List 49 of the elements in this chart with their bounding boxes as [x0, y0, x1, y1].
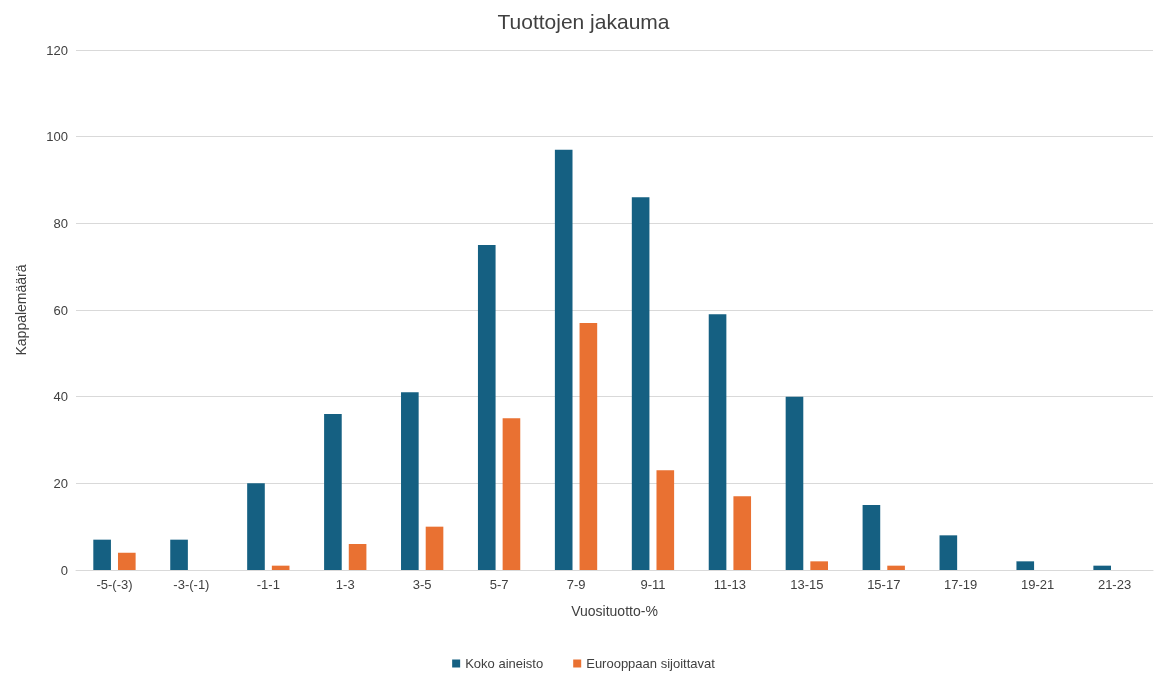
bar: [939, 535, 958, 570]
bar: [708, 314, 727, 570]
y-tick-label: 60: [53, 302, 68, 318]
bar: [733, 496, 752, 570]
bar: [887, 565, 905, 570]
x-tick-label: 19-21: [1020, 577, 1055, 592]
x-tick-label: -3-(-1): [173, 577, 210, 592]
bar: [631, 197, 650, 570]
x-tick-label: 9-11: [640, 577, 666, 592]
bar: [810, 561, 828, 570]
x-tick-label: 3-5: [412, 577, 432, 592]
y-tick-label: 120: [46, 42, 68, 58]
x-tick-label: 15-17: [867, 577, 901, 592]
y-tick-label: 100: [46, 129, 68, 145]
x-tick-label: 21-23: [1097, 577, 1132, 592]
bar: [425, 526, 444, 570]
x-tick-label: 13-15: [790, 577, 824, 592]
y-tick-label: 40: [53, 389, 68, 405]
bar: [502, 418, 521, 570]
bar: [117, 552, 136, 570]
x-tick-label: 5-7: [489, 577, 509, 592]
x-tick-label: 17-19: [944, 577, 978, 592]
y-tick-label: 0: [60, 562, 68, 578]
bar: [401, 392, 419, 570]
y-tick-label: 20: [53, 475, 68, 491]
x-tick-label: 7-9: [566, 577, 586, 592]
bar: [1016, 561, 1035, 570]
x-tick-label: 11-13: [713, 577, 747, 592]
bar: [656, 470, 675, 570]
bar: [324, 414, 342, 570]
bar: [579, 323, 598, 570]
chart-title: Tuottojen jakauma: [497, 10, 670, 33]
bar: [170, 539, 188, 570]
bar: [1093, 565, 1112, 570]
bar: [247, 483, 265, 570]
x-tick-label: 1-3: [335, 577, 355, 592]
y-tick-label: 80: [53, 215, 68, 231]
y-axis-title: Kappalemäärä: [13, 264, 29, 356]
bar: [348, 544, 367, 570]
bar: [477, 245, 496, 570]
bar: [862, 505, 881, 570]
bar: [785, 396, 804, 570]
x-axis-title: Vuosituotto-%: [571, 603, 658, 619]
bar: [554, 149, 573, 570]
legend-label: Eurooppaan sijoittavat: [586, 656, 716, 671]
legend-label: Koko aineisto: [465, 656, 544, 671]
x-tick-label: -5-(-3): [96, 577, 133, 592]
x-tick-label: -1-1: [256, 577, 280, 592]
bar: [93, 539, 111, 570]
